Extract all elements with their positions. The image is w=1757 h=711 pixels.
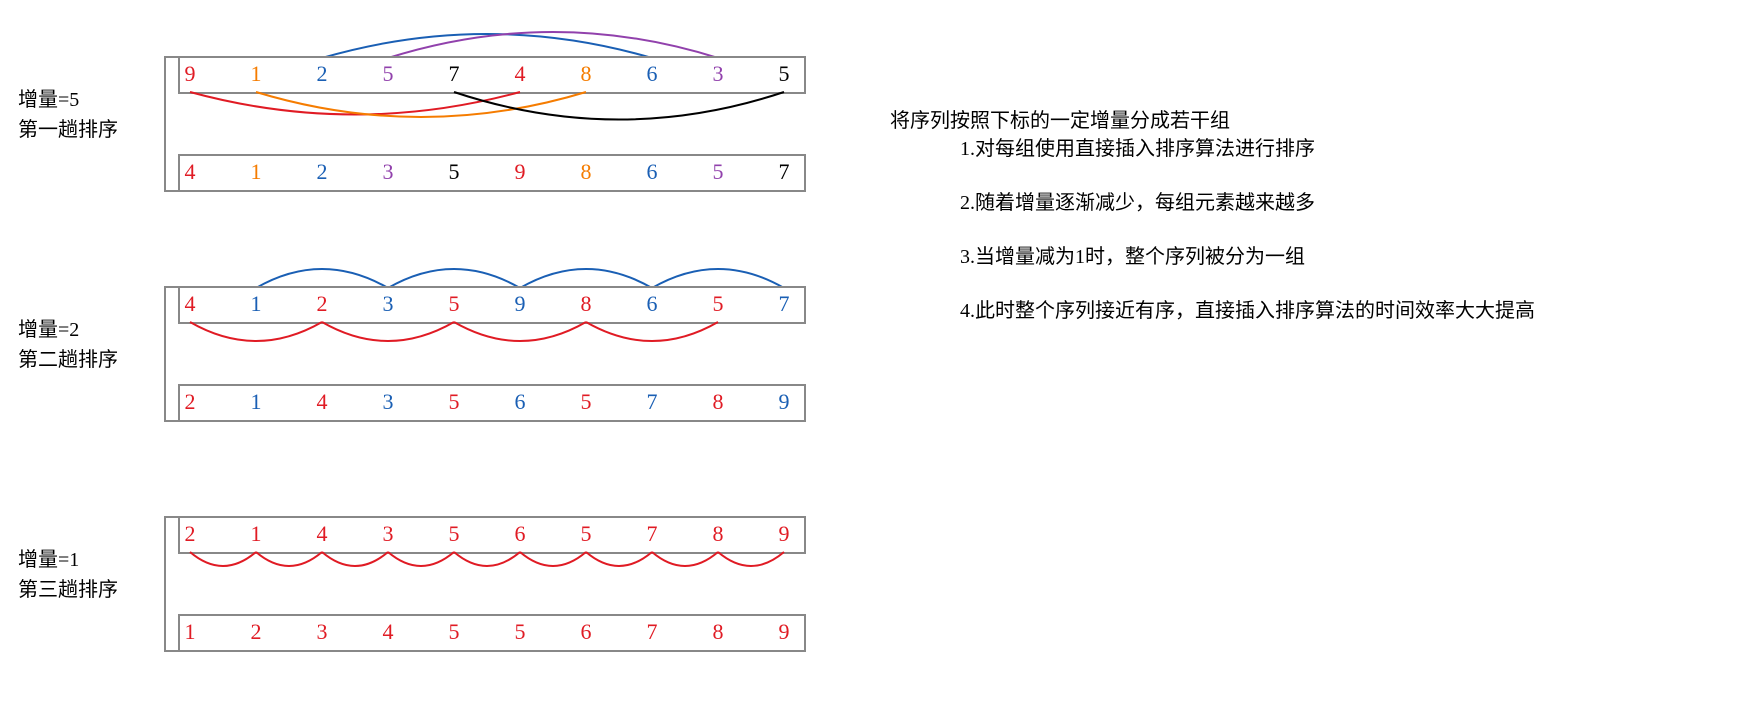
- array-cell: 8: [703, 389, 733, 415]
- array-cell: 5: [571, 389, 601, 415]
- array-cell: 3: [703, 61, 733, 87]
- array-cell: 9: [769, 619, 799, 645]
- array-cell: 5: [505, 619, 535, 645]
- array-cell: 2: [175, 389, 205, 415]
- pass-increment: 增量=5: [18, 85, 118, 115]
- connector-arcs: [0, 320, 900, 372]
- array-cell: 8: [571, 61, 601, 87]
- array-cell: 5: [703, 291, 733, 317]
- array-cell: 6: [637, 61, 667, 87]
- pass-increment: 增量=2: [18, 315, 118, 345]
- array-cell: 7: [637, 619, 667, 645]
- description-item: 4.此时整个序列接近有序，直接插入排序算法的时间效率大大提高: [960, 294, 1535, 323]
- array-cell: 5: [439, 291, 469, 317]
- array-cell: 1: [241, 521, 271, 547]
- array-cell: 5: [373, 61, 403, 87]
- array-cell: 7: [637, 389, 667, 415]
- array-cell: 4: [505, 61, 535, 87]
- array-cell: 1: [241, 159, 271, 185]
- pass-title: 第一趟排序: [18, 115, 118, 145]
- description-item: 3.当增量减为1时，整个序列被分为一组: [960, 240, 1305, 269]
- array-cell: 2: [307, 159, 337, 185]
- array-cell: 5: [571, 521, 601, 547]
- array-cell: 2: [241, 619, 271, 645]
- description-item: 2.随着增量逐渐减少，每组元素越来越多: [960, 186, 1315, 215]
- array-cell: 4: [307, 389, 337, 415]
- array-cell: 2: [307, 291, 337, 317]
- array-cell: 1: [241, 389, 271, 415]
- pass-title: 第三趟排序: [18, 575, 118, 605]
- shell-sort-diagram: 增量=5第一趟排序 9 1 2 5 7 4 8 6 3 5 4 1 2 3 5 9 8 6 5 7 增量=2第二趟排序 4 1…: [0, 0, 1757, 711]
- array-cell: 4: [175, 291, 205, 317]
- connector-arcs: [0, 242, 900, 290]
- connector-arcs: [0, 550, 900, 594]
- array-cell: 6: [637, 291, 667, 317]
- array-cell: 8: [703, 521, 733, 547]
- array-cell: 4: [373, 619, 403, 645]
- array-cell: 1: [241, 61, 271, 87]
- array-cell: 7: [769, 159, 799, 185]
- array-cell: 3: [373, 521, 403, 547]
- array-cell: 6: [505, 389, 535, 415]
- array-cell: 5: [439, 521, 469, 547]
- array-cell: 8: [571, 291, 601, 317]
- description-heading: 将序列按照下标的一定增量分成若干组: [890, 104, 1230, 133]
- array-cell: 1: [241, 291, 271, 317]
- connector-arcs: [0, 90, 900, 156]
- array-cell: 5: [439, 389, 469, 415]
- array-cell: 5: [439, 619, 469, 645]
- pass-label: 增量=1第三趟排序: [18, 545, 118, 605]
- array-cell: 1: [175, 619, 205, 645]
- array-cell: 6: [571, 619, 601, 645]
- description-item: 1.对每组使用直接插入排序算法进行排序: [960, 132, 1315, 161]
- array-cell: 7: [769, 291, 799, 317]
- pass-label: 增量=2第二趟排序: [18, 315, 118, 375]
- array-cell: 3: [373, 389, 403, 415]
- array-cell: 6: [505, 521, 535, 547]
- array-cell: 9: [175, 61, 205, 87]
- array-cell: 7: [439, 61, 469, 87]
- array-cell: 9: [505, 159, 535, 185]
- array-cell: 5: [703, 159, 733, 185]
- array-cell: 9: [505, 291, 535, 317]
- array-cell: 6: [637, 159, 667, 185]
- array-cell: 2: [175, 521, 205, 547]
- array-cell: 7: [637, 521, 667, 547]
- array-cell: 8: [703, 619, 733, 645]
- array-cell: 2: [307, 61, 337, 87]
- array-cell: 9: [769, 521, 799, 547]
- array-cell: 3: [307, 619, 337, 645]
- pass-title: 第二趟排序: [18, 345, 118, 375]
- array-cell: 4: [307, 521, 337, 547]
- pass-increment: 增量=1: [18, 545, 118, 575]
- array-cell: 5: [439, 159, 469, 185]
- connector-arcs: [0, 0, 900, 60]
- array-cell: 3: [373, 291, 403, 317]
- array-cell: 9: [769, 389, 799, 415]
- array-cell: 8: [571, 159, 601, 185]
- array-cell: 3: [373, 159, 403, 185]
- array-cell: 4: [175, 159, 205, 185]
- array-cell: 5: [769, 61, 799, 87]
- pass-label: 增量=5第一趟排序: [18, 85, 118, 145]
